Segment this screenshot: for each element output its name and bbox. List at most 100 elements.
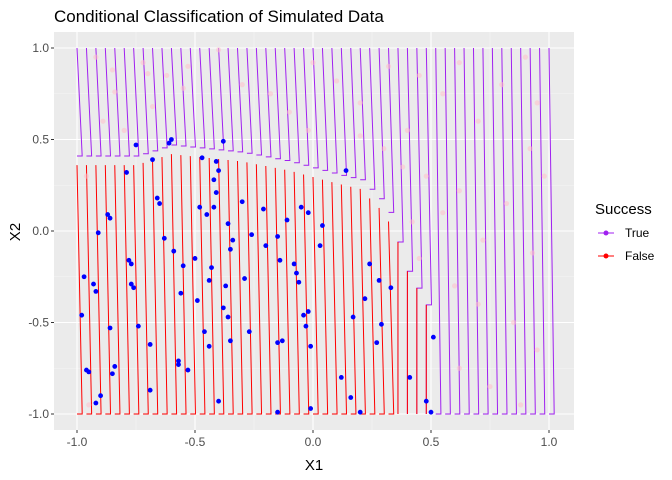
false-region-line [284,169,291,415]
faint-point [423,173,429,179]
data-point [320,223,325,228]
faint-point [357,133,363,139]
data-point [216,398,222,404]
data-point [428,409,434,415]
x-tick-label: 1.0 [541,435,558,449]
faint-points [83,47,547,408]
true-region-line [491,47,499,415]
data-point [277,257,283,263]
data-point [301,312,306,318]
true-region-line [312,47,319,169]
false-region-line [95,165,102,415]
true-region-line [76,47,83,157]
false-region-line [236,160,244,415]
true-region-line [472,47,480,415]
x-tick-label: -0.5 [185,435,206,449]
faint-point [109,67,115,73]
true-region-line [227,47,234,152]
data-point [194,298,200,303]
data-point [171,248,177,254]
true-region-line [454,47,461,415]
legend: Success True False [595,201,655,263]
faint-point [416,72,422,79]
data-point [206,278,212,283]
false-region-line [359,188,366,415]
data-point [216,168,222,174]
faint-point [534,347,540,353]
data-point [107,325,113,331]
data-point [135,323,141,329]
faint-point [400,164,406,170]
data-point [407,375,413,380]
data-point [211,177,217,183]
true-region-line [463,47,470,415]
data-point [294,270,299,276]
data-point [263,243,269,249]
faint-point [305,127,311,133]
true-region-line [152,47,159,152]
data-point [147,342,153,347]
x-axis-ticks: -1.0 -0.5 0.0 0.5 1.0 [67,430,558,449]
true-region-line [444,47,451,415]
false-region-line [114,165,121,415]
true-region-line [236,47,244,153]
data-point [202,329,207,335]
faint-point [334,78,340,84]
false-region-line [161,157,168,415]
faint-point [381,146,387,152]
faint-point [404,127,410,133]
data-point [150,157,155,163]
true-region-line [218,47,225,151]
false-region-line [85,165,93,415]
true-region-line [255,47,263,156]
data-point [430,334,436,340]
data-point [81,274,87,280]
faint-point [456,188,462,194]
data-point [178,290,184,296]
faint-point [480,237,486,243]
false-region-line [170,154,178,415]
data-point [79,312,85,318]
false-region-line [76,165,83,415]
faint-point [416,255,422,262]
faint-point [83,173,90,179]
data-point [230,237,236,243]
data-point [223,283,229,289]
data-point [284,217,290,223]
data-point [388,285,394,291]
true-region-line [161,47,168,149]
data-point [275,234,280,239]
faint-point [456,60,462,66]
faint-point [100,118,106,124]
faint-point [440,91,446,97]
data-point [112,364,118,369]
data-point [98,393,103,399]
true-region-line [123,47,130,157]
data-point [93,288,99,294]
true-region-line [199,47,206,149]
y-tick-label: -1.0 [28,407,49,421]
data-point [206,343,212,349]
data-point [242,276,247,281]
data-point [374,340,380,346]
true-region-line [142,47,149,155]
true-region-line [529,47,536,415]
x-axis-title: X1 [305,457,323,474]
data-point [298,204,304,210]
legend-false-dot [603,253,609,259]
true-region-line [104,47,112,157]
chart-title: Conditional Classification of Simulated … [54,7,384,26]
data-point [107,215,113,221]
data-point [220,305,226,311]
faint-point [409,219,415,225]
data-point [180,263,186,269]
faint-point [456,365,462,371]
false-region-line [303,174,310,415]
data-point [110,371,115,377]
faint-point [529,250,536,256]
faint-point [185,63,191,69]
true-region-line [274,47,281,160]
true-region-line [501,47,508,415]
legend-true-label: True [625,226,650,240]
faint-point [487,383,493,390]
